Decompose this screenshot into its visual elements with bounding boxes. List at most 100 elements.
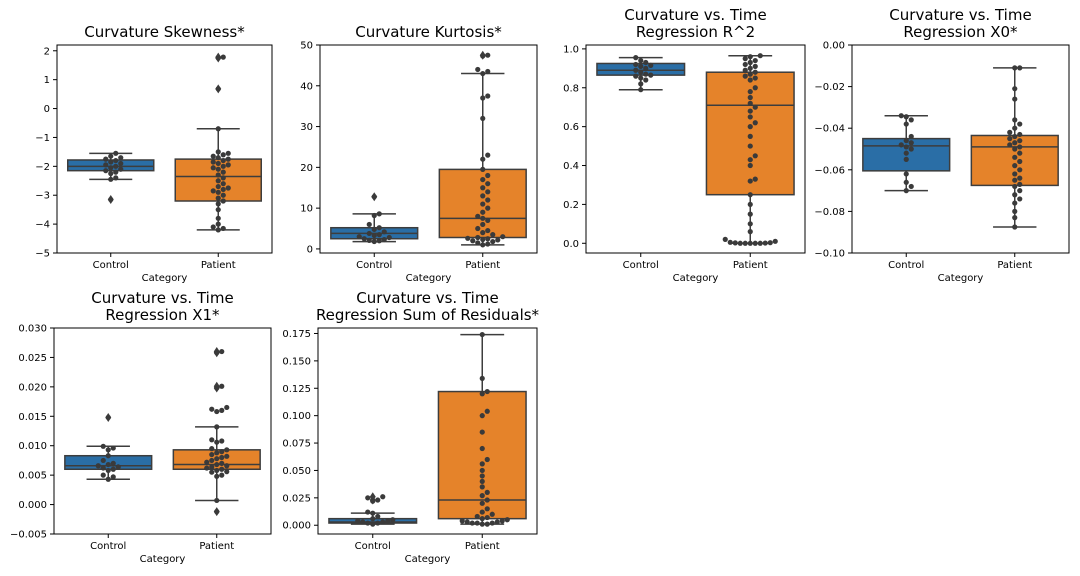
data-point [479,331,485,338]
y-tick-label: 0.010 [18,441,47,452]
data-point [105,476,111,482]
x-tick-label: Patient [733,260,768,271]
data-point [220,54,226,60]
data-point [113,150,119,156]
data-point [360,519,366,525]
data-point [210,153,216,159]
data-point [490,232,496,238]
data-point [480,176,486,183]
data-point [479,500,485,506]
data-point [386,234,392,241]
data-point [110,474,116,480]
data-point [1017,175,1023,181]
data-point [118,160,124,167]
data-point [215,166,221,172]
data-point [480,242,486,248]
data-point [479,413,485,419]
data-point [219,466,225,472]
data-point [215,160,221,167]
x-axis-label: Category [405,554,451,565]
x-tick-label: Patient [997,260,1032,271]
data-point [219,348,225,355]
data-point [209,469,215,475]
data-point [1017,196,1023,202]
data-point [108,176,114,182]
x-tick-label: Patient [199,541,234,552]
data-point [903,138,909,144]
data-point [1012,192,1018,198]
data-point [220,192,226,198]
data-point [214,350,220,356]
data-point [747,162,753,169]
y-tick-label: 20 [300,163,313,174]
data-point [485,197,491,203]
data-point [479,484,485,490]
data-point [371,194,377,200]
data-point [470,238,476,244]
data-point [504,517,510,523]
data-point [747,192,753,198]
data-point [110,460,116,466]
data-point [480,236,486,243]
chart-title-line: Regression X1* [105,306,220,324]
data-point [366,230,372,237]
data-point [375,513,381,520]
data-point [1007,136,1013,142]
data-point [485,205,491,211]
data-point [643,77,649,83]
data-point [361,236,367,242]
data-point [118,155,124,161]
data-point [633,61,639,68]
data-point [220,225,226,232]
data-point [381,236,387,243]
data-point [633,55,639,61]
data-point [108,170,114,177]
y-tick-label: −0.02 [814,82,845,93]
data-point [480,95,486,101]
data-point [638,81,644,87]
y-tick-label: −0.04 [814,124,845,135]
chart-title-line: Curvature vs. Time [356,289,498,307]
data-point [214,456,220,462]
data-point [105,467,111,474]
data-point [475,225,481,232]
data-point [752,153,758,159]
data-point [752,104,758,110]
y-tick-label: 40 [300,81,313,92]
data-point [1017,158,1023,165]
data-point [209,451,215,458]
data-point [898,142,904,148]
data-point [747,143,753,149]
data-point [1012,154,1018,160]
data-point [105,453,111,459]
x-tick-label: Control [93,260,129,271]
data-point [220,198,226,204]
y-tick-label: 0 [307,244,313,255]
data-point [762,240,768,246]
data-point [643,59,649,66]
data-point [113,157,119,164]
data-point [479,461,485,467]
data-point [366,221,372,228]
data-point [757,240,763,246]
data-point [1012,200,1018,206]
data-point [747,133,753,139]
data-point [1017,138,1023,144]
data-point [385,518,391,524]
box-iqr [596,62,686,76]
y-tick-label: 0.6 [563,122,579,133]
data-point [113,175,119,181]
data-point [903,144,909,150]
outlier-marker [369,492,376,502]
data-point [480,221,486,228]
data-point [752,75,758,81]
data-point [479,375,485,382]
data-point [219,472,225,478]
data-point [767,240,773,246]
data-point [752,85,758,91]
chart-panel-1: Curvature Skewness* −5 −4 −3 −2 −1 0 1 2 Control P… [35,23,273,284]
y-tick-label: 0.175 [282,329,311,340]
y-tick-label: 0.100 [282,411,311,422]
data-point [95,463,101,469]
chart-title-line: Curvature Skewness* [84,23,245,41]
